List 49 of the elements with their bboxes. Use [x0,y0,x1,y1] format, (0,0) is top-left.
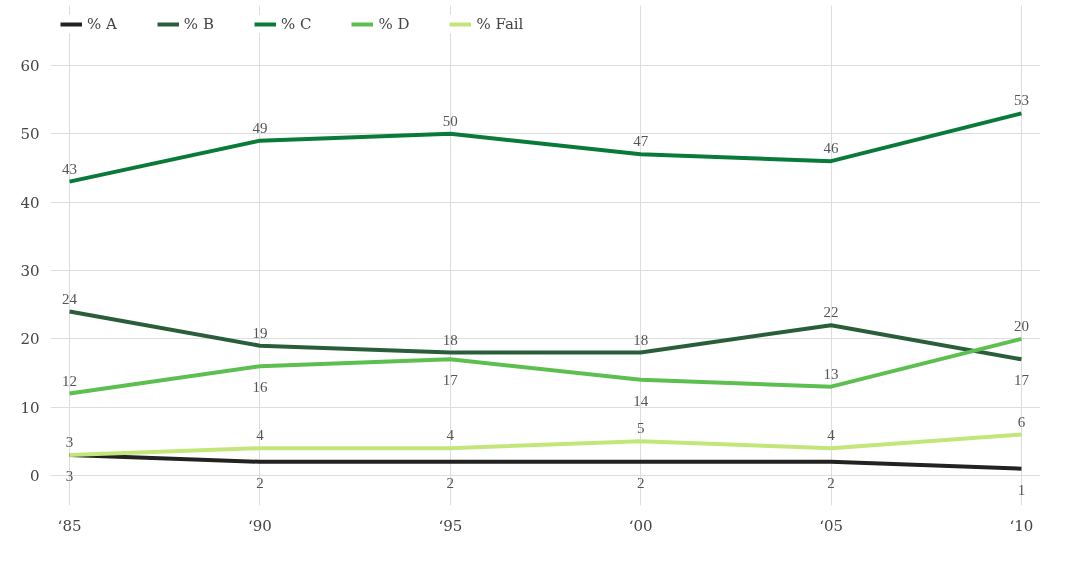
y-tick-label: 40 [20,193,40,212]
data-label: 16 [252,379,268,396]
data-label: 12 [62,372,78,389]
data-label: 2 [636,474,645,491]
data-label: 17 [442,372,459,389]
data-label: 19 [252,324,268,341]
x-tick-label: ‘90 [248,516,272,535]
data-label: 14 [633,392,649,409]
legend-label: % C [280,15,312,33]
data-label: 47 [633,133,649,150]
x-tick-label: ‘10 [1009,516,1034,535]
data-label: 3 [65,434,74,450]
x-tick-label: ‘95 [438,516,463,535]
data-label: 20 [1013,317,1029,334]
y-tick-label: 50 [20,125,40,144]
data-label: 22 [823,304,839,321]
data-label: 50 [442,112,458,129]
line-series [67,432,1024,457]
x-tick-label: ‘05 [819,516,844,535]
data-label: 49 [252,119,268,136]
data-label: 4 [256,427,265,444]
data-label: 3 [65,468,74,484]
data-label: 13 [823,365,839,382]
y-tick-label: 10 [20,398,40,417]
data-label: 17 [1013,372,1030,389]
data-label: 46 [823,140,840,157]
y-tick-label: 60 [20,57,40,75]
data-label: 43 [62,160,78,177]
data-label: 18 [633,331,649,348]
data-label: 2 [446,474,455,491]
data-label: 53 [1013,92,1029,109]
y-tick-label: 30 [20,262,40,280]
data-label: 1 [1017,481,1026,498]
data-label: 2 [256,474,264,491]
data-label: 5 [636,420,645,437]
data-label: 18 [442,331,458,348]
legend-label: % A [87,15,117,33]
legend-label: % Fail [476,15,524,33]
y-tick-label: 0 [29,467,40,485]
legend-label: % D [378,15,410,33]
data-label: 6 [1017,413,1026,430]
data-label: 24 [62,290,78,307]
data-label: 4 [827,427,836,444]
data-label: 4 [446,427,455,444]
y-tick-label: 20 [20,330,40,349]
data-label: 2 [827,474,835,491]
legend-label: % B [183,15,214,33]
x-tick-label: ‘00 [628,516,653,535]
x-tick-label: ‘85 [57,516,82,535]
